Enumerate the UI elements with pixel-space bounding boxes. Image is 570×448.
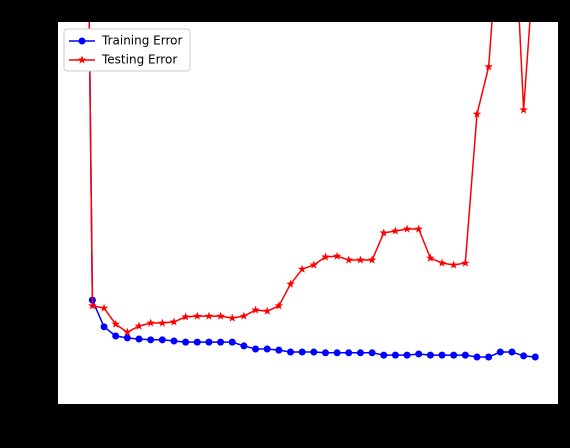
marker (217, 338, 225, 346)
marker (252, 345, 260, 353)
marker (496, 348, 504, 356)
series-layer (88, 22, 539, 361)
marker (426, 351, 434, 359)
marker (508, 348, 516, 356)
marker (402, 224, 412, 233)
marker (531, 353, 539, 361)
marker (332, 251, 342, 260)
marker (78, 37, 86, 45)
marker (414, 224, 423, 233)
marker (193, 338, 201, 346)
marker (298, 348, 306, 356)
marker (182, 338, 190, 346)
marker (472, 109, 482, 118)
marker (484, 62, 493, 71)
marker (147, 336, 155, 344)
marker (262, 306, 272, 315)
marker (437, 258, 447, 267)
marker (263, 345, 271, 353)
marker (204, 311, 214, 320)
marker (356, 255, 365, 264)
marker (88, 301, 97, 310)
marker (228, 313, 237, 322)
marker (356, 349, 364, 357)
marker (520, 352, 528, 360)
marker (170, 337, 178, 345)
marker (77, 55, 87, 64)
marker (216, 311, 225, 320)
marker (426, 253, 435, 262)
marker (181, 312, 190, 321)
marker (391, 351, 399, 359)
marker (100, 323, 108, 331)
marker (379, 228, 388, 237)
marker (112, 332, 120, 340)
marker (135, 335, 143, 343)
plot-area (58, 22, 558, 404)
marker (111, 319, 120, 328)
marker (274, 301, 284, 310)
marker (449, 260, 458, 269)
marker (461, 351, 469, 359)
marker (345, 349, 353, 357)
marker (415, 350, 423, 358)
legend: Training Error Testing Error (63, 28, 191, 72)
marker (275, 346, 283, 354)
marker (321, 252, 330, 261)
marker (146, 318, 155, 327)
marker (286, 279, 295, 288)
series-line (88, 22, 536, 358)
marker (134, 321, 144, 330)
marker (485, 353, 493, 361)
marker (169, 317, 179, 326)
marker (99, 303, 109, 312)
series-line (88, 22, 531, 334)
marker (158, 318, 167, 327)
marker (287, 348, 295, 356)
marker (391, 226, 400, 235)
marker (251, 305, 260, 314)
legend-label: Training Error (101, 34, 182, 48)
marker (310, 348, 318, 356)
marker (309, 260, 319, 269)
marker (367, 255, 377, 264)
legend-box (63, 28, 191, 72)
marker (473, 353, 481, 361)
marker (380, 351, 388, 359)
legend-label: Testing Error (101, 53, 177, 67)
marker (123, 327, 132, 336)
marker (519, 105, 528, 114)
marker (461, 258, 470, 267)
marker (450, 351, 458, 359)
marker (403, 351, 411, 359)
marker (205, 338, 213, 346)
marker (368, 349, 376, 357)
marker (321, 349, 329, 357)
marker (239, 311, 249, 320)
marker (158, 336, 166, 344)
marker (344, 255, 354, 264)
marker (228, 338, 236, 346)
marker (240, 342, 248, 350)
marker (193, 311, 202, 320)
marker (438, 351, 446, 359)
marker (333, 349, 341, 357)
marker (123, 334, 131, 342)
marker (297, 264, 307, 273)
